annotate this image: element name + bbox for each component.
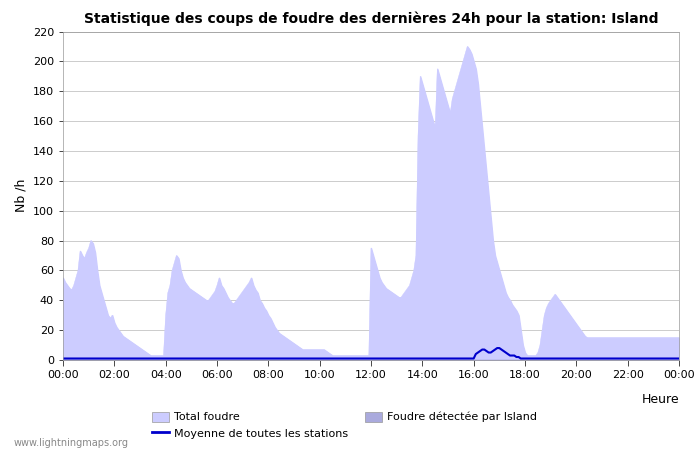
Title: Statistique des coups de foudre des dernières 24h pour la station: Island: Statistique des coups de foudre des dern… (84, 12, 658, 26)
Y-axis label: Nb /h: Nb /h (14, 179, 27, 212)
Text: www.lightningmaps.org: www.lightningmaps.org (14, 438, 129, 448)
Text: Heure: Heure (641, 393, 679, 406)
Legend: Total foudre, Moyenne de toutes les stations, Foudre détectée par Island: Total foudre, Moyenne de toutes les stat… (148, 408, 540, 442)
